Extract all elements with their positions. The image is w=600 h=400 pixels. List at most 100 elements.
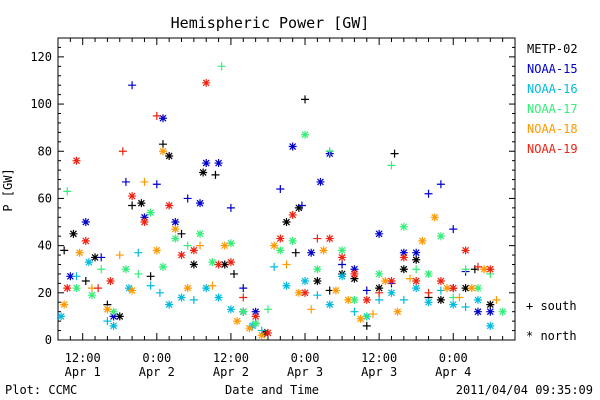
data-point-south [307, 305, 316, 314]
data-point-north [436, 295, 445, 304]
data-point-south [375, 288, 384, 297]
data-point-north [288, 210, 297, 219]
data-point-south [146, 272, 155, 281]
data-point-south [121, 177, 130, 186]
data-point-south [387, 161, 396, 170]
data-point-south [362, 321, 371, 330]
data-point-north [128, 286, 137, 295]
x-tick-time-label: 12:00 [65, 351, 101, 365]
data-point-north [424, 269, 433, 278]
data-point-north [443, 284, 452, 293]
data-point-north [480, 265, 489, 274]
data-point-north [171, 218, 180, 227]
data-point-north [165, 201, 174, 210]
x-axis-label: Date and Time [225, 383, 319, 397]
data-point-north [461, 284, 470, 293]
data-point-north [214, 260, 223, 269]
data-point-south [94, 284, 103, 293]
data-point-north [418, 236, 427, 245]
data-point-north [486, 307, 495, 316]
data-point-north [239, 307, 248, 316]
data-point-north [220, 241, 229, 250]
x-tick-time-label: 12:00 [361, 351, 397, 365]
data-point-north [313, 265, 322, 274]
data-point-north [214, 159, 223, 168]
data-point-north [399, 265, 408, 274]
data-point-north [282, 281, 291, 290]
data-point-south [217, 62, 226, 71]
data-point-north [350, 265, 359, 274]
data-point-north [91, 253, 100, 262]
data-point-north [251, 319, 260, 328]
data-point-north [325, 234, 334, 243]
data-point-south [230, 269, 239, 278]
data-point-north [109, 307, 118, 316]
data-point-south [399, 295, 408, 304]
legend-entry-noaa-16: NOAA-16 [527, 82, 578, 96]
data-point-south [239, 284, 248, 293]
x-tick-time-label: 0:00 [142, 351, 171, 365]
data-point-north [461, 246, 470, 255]
data-point-south [313, 234, 322, 243]
data-point-north [288, 236, 297, 245]
data-point-north [387, 288, 396, 297]
data-point-north [436, 232, 445, 241]
data-point-north [84, 258, 93, 267]
marker-legend: + south * north [526, 299, 577, 343]
plot-frame [57, 37, 516, 341]
legend-entry-noaa-15: NOAA-15 [527, 62, 578, 76]
chart-title: Hemispheric Power [GW] [171, 14, 370, 32]
x-tick-time-label: 12:00 [213, 351, 249, 365]
data-point-north [430, 213, 439, 222]
data-point-north [69, 229, 78, 238]
data-point-north [81, 236, 90, 245]
data-point-north [449, 284, 458, 293]
data-point-south [103, 317, 112, 326]
data-point-north [121, 265, 130, 274]
data-point-south [282, 260, 291, 269]
data-point-north [393, 307, 402, 316]
data-point-south [325, 147, 334, 156]
marker-legend-south: + south [526, 299, 577, 313]
data-point-north [362, 295, 371, 304]
data-point-north [245, 324, 254, 333]
data-point-south [97, 265, 106, 274]
data-point-south [239, 293, 248, 302]
data-point-north [338, 272, 347, 281]
data-point-north [177, 293, 186, 302]
data-point-south [270, 262, 279, 271]
data-point-north [226, 239, 235, 248]
data-point-north [350, 295, 359, 304]
x-tick-time-label: 0:00 [439, 351, 468, 365]
data-point-south [301, 95, 310, 104]
data-point-north [276, 246, 285, 255]
x-tick-date-label: Apr 1 [65, 365, 101, 379]
series-noaa-19 [63, 78, 495, 337]
footer-plot-source: Plot: CCMC [5, 383, 77, 397]
data-point-north [301, 130, 310, 139]
data-point-north [75, 248, 84, 257]
data-point-south [461, 265, 470, 274]
legend-entry-metp-02: METP-02 [527, 42, 578, 56]
data-point-south [338, 260, 347, 269]
data-point-north [226, 258, 235, 267]
data-point-north [498, 307, 507, 316]
x-tick-date-label: Apr 3 [287, 365, 323, 379]
data-point-north [202, 78, 211, 87]
data-point-north [251, 307, 260, 316]
x-tick-date-label: Apr 2 [139, 365, 175, 379]
data-point-south [473, 262, 482, 271]
data-point-north [375, 284, 384, 293]
x-tick-date-label: Apr 3 [361, 365, 397, 379]
data-point-north [412, 284, 421, 293]
data-point-north [128, 192, 137, 201]
data-point-south [196, 241, 205, 250]
y-tick-label: 20 [38, 286, 52, 300]
data-point-north [350, 269, 359, 278]
data-point-north [375, 229, 384, 238]
data-point-north [115, 312, 124, 321]
data-point-north [436, 277, 445, 286]
data-point-north [257, 331, 266, 340]
y-tick-label: 0 [45, 333, 52, 347]
data-point-south [152, 180, 161, 189]
